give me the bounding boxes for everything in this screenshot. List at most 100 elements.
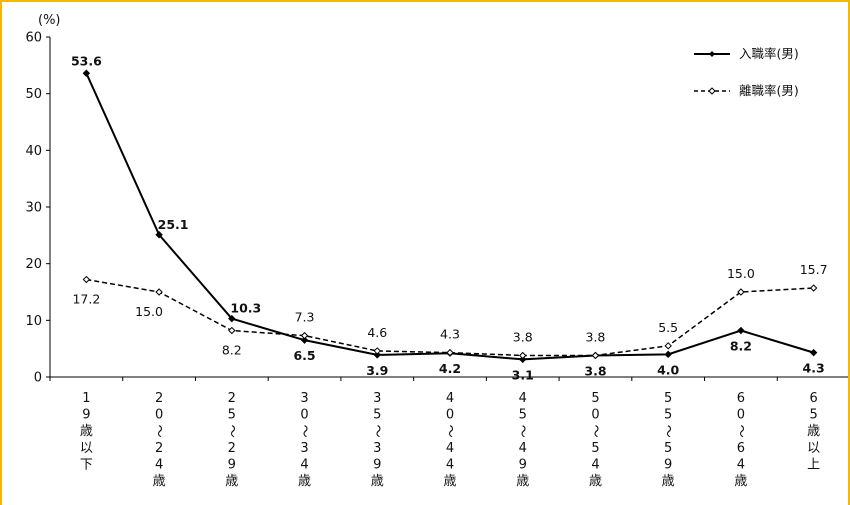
data-label-separation-rate: 3.8 [513,329,533,344]
data-point-separation-rate [519,351,527,360]
data-label-entry-rate: 6.5 [293,348,315,363]
data-point-separation-rate [809,284,818,292]
x-category-label: 55～59歳 [660,391,675,489]
x-category-label: 35～39歳 [369,391,384,489]
data-point-separation-rate [155,288,163,296]
x-category-glyph: 5 [519,408,527,423]
data-label-separation-rate: 4.3 [440,327,460,342]
series-layer [82,69,818,364]
x-category-glyph: ～ [733,425,748,438]
x-category-glyph: 歳 [734,474,747,489]
x-category-label: 40～44歳 [442,391,457,489]
x-category-glyph: 9 [228,457,236,472]
x-category-glyph: 以 [80,441,93,456]
x-category-glyph: 4 [446,441,454,456]
data-label-separation-rate: 4.6 [367,325,387,340]
x-category-glyph: 0 [300,408,308,423]
legend-marker-entry-rate [709,51,715,57]
x-category-glyph: 5 [373,408,381,423]
data-label-entry-rate: 25.1 [158,217,189,232]
x-category-glyph: 4 [519,441,527,456]
x-category-glyph: 2 [155,391,163,406]
x-category-glyph: 4 [446,391,454,406]
data-label-entry-rate: 4.3 [803,361,825,376]
data-label-entry-rate: 53.6 [71,53,102,68]
legend: 入職率(男) 離職率(男) [694,46,799,98]
x-category-glyph: 6 [737,441,745,456]
x-category-glyph: 9 [82,408,90,423]
x-category-glyph: 2 [228,441,236,456]
x-category-glyph: 4 [155,457,163,472]
legend-label-separation-rate: 離職率(男) [739,83,799,98]
data-label-separation-rate: 3.8 [586,329,606,344]
data-point-separation-rate [737,288,745,296]
x-category-glyph: ～ [369,425,384,438]
x-category-glyph: 0 [591,408,599,423]
data-point-entry-rate [228,314,236,323]
x-category-glyph: 下 [80,457,93,472]
x-category-glyph: 4 [591,457,599,472]
y-tick-labels: 0 10 20 30 40 50 60 [25,31,42,386]
series-line-separation-rate [86,278,814,357]
x-category-glyph: 5 [809,408,817,423]
x-category-glyph: 3 [300,391,308,406]
data-point-separation-rate [664,342,672,350]
x-category-glyph: 歳 [589,474,602,489]
data-point-entry-rate [809,348,818,357]
legend-marker-separation-rate [708,87,716,95]
x-category-glyph: 歳 [225,474,238,489]
x-category-glyph: ～ [587,425,602,438]
x-category-label: 45～49歳 [515,391,530,489]
x-category-glyph: 9 [373,457,381,472]
data-point-entry-rate [373,351,381,359]
x-category-glyph: 2 [228,391,236,406]
y-tick-label: 20 [25,257,42,272]
x-category-glyph: 0 [446,408,454,423]
data-label-entry-rate: 3.9 [366,363,388,378]
x-category-glyph: 0 [155,408,163,423]
axes [46,36,848,381]
x-category-glyph: 5 [664,391,672,406]
x-category-glyph: 歳 [807,424,820,439]
legend-item-entry-rate: 入職率(男) [694,46,799,61]
x-category-glyph: 歳 [153,474,166,489]
data-point-entry-rate [155,231,163,239]
y-unit-label: (%) [38,13,61,28]
legend-item-separation-rate: 離職率(男) [694,83,799,98]
data-point-entry-rate [737,326,745,335]
x-category-glyph: 3 [300,441,308,456]
x-category-glyph: 4 [300,457,308,472]
x-category-glyph: 3 [373,441,381,456]
data-point-entry-rate [82,69,91,77]
x-category-glyph: 以 [807,441,820,456]
data-point-separation-rate [300,331,309,340]
x-category-label: 50～54歳 [587,391,602,489]
x-category-glyph: ～ [515,425,530,438]
data-label-entry-rate: 10.3 [230,301,261,316]
x-category-glyph: 6 [737,391,745,406]
x-category-glyph: 5 [591,441,599,456]
x-category-glyph: 0 [737,408,745,423]
data-label-entry-rate: 4.0 [657,362,679,377]
x-category-glyph: 5 [664,441,672,456]
x-category-glyph: 4 [446,457,454,472]
data-label-separation-rate: 5.5 [658,320,678,335]
x-category-glyph: 4 [519,391,527,406]
x-category-labels: 19歳以下20～24歳25～29歳30～34歳35～39歳40～44歳45～49… [80,391,820,489]
data-point-separation-rate [446,348,454,357]
y-tick-label: 0 [34,371,42,386]
data-label-entry-rate: 3.1 [512,367,534,382]
legend-label-entry-rate: 入職率(男) [739,46,799,61]
x-category-glyph: ～ [151,425,166,438]
x-category-glyph: 5 [591,391,599,406]
x-category-label: 30～34歳 [297,391,312,489]
data-label-entry-rate: 3.8 [584,363,606,378]
x-category-glyph: ～ [224,425,239,438]
x-category-glyph: 歳 [371,474,384,489]
x-category-glyph: ～ [660,425,675,438]
y-tick-label: 50 [25,87,42,102]
x-category-glyph: 上 [807,457,820,472]
